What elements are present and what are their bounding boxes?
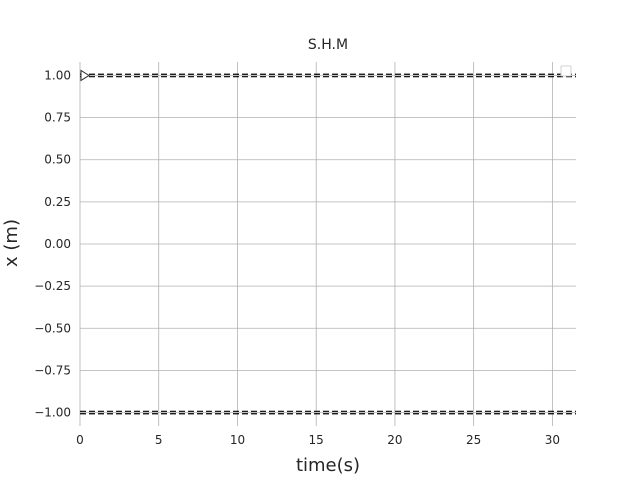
legend	[560, 65, 572, 77]
x-axis-label: time(s)	[296, 455, 360, 476]
x-tick-label: 0	[76, 433, 84, 447]
y-tick-labels: 1.00 0.75 0.50 0.25 0.00 −0.25 −0.50 −0.75 −1.00	[34, 68, 71, 419]
series-marker	[80, 69, 90, 82]
y-tick-label: −0.25	[34, 279, 71, 293]
x-tick-label: 15	[309, 433, 324, 447]
y-tick-label: 0.00	[44, 237, 71, 251]
y-tick-label: 1.00	[44, 68, 71, 82]
y-tick-label: −1.00	[34, 406, 71, 420]
y-tick-label: 0.75	[44, 111, 71, 125]
x-tick-label: 25	[466, 433, 481, 447]
series-start-marker	[80, 69, 90, 82]
y-tick-label: 0.50	[44, 153, 71, 167]
legend-box	[560, 65, 572, 77]
x-tick-label: 10	[230, 433, 245, 447]
y-gridlines	[80, 75, 576, 413]
y-tick-label: −0.75	[34, 363, 71, 377]
x-tick-label: 20	[387, 433, 402, 447]
x-tick-label: 5	[155, 433, 163, 447]
series-lines	[80, 73, 576, 415]
y-axis-label: x (m)	[1, 219, 22, 267]
chart-title: S.H.M	[308, 37, 348, 53]
x-tick-label: 30	[545, 433, 560, 447]
x-tick-labels: 0 5 10 15 20 25 30	[76, 433, 560, 447]
y-tick-label: −0.50	[34, 321, 71, 335]
y-tick-label: 0.25	[44, 195, 71, 209]
